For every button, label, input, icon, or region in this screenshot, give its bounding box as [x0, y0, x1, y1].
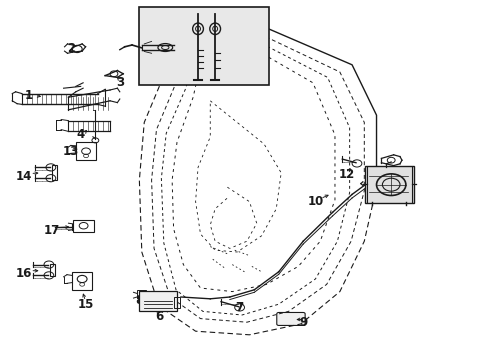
Bar — [72, 272, 92, 290]
Text: 5: 5 — [199, 53, 206, 66]
Text: 9: 9 — [299, 316, 306, 329]
Bar — [52, 165, 57, 180]
Text: 12: 12 — [338, 168, 355, 181]
Text: 16: 16 — [15, 267, 32, 280]
Text: 15: 15 — [77, 298, 94, 311]
Text: 1: 1 — [24, 89, 32, 102]
Text: 10: 10 — [306, 195, 323, 208]
Text: 11: 11 — [382, 168, 399, 181]
Bar — [76, 142, 96, 160]
FancyBboxPatch shape — [364, 166, 413, 203]
FancyBboxPatch shape — [139, 291, 176, 311]
FancyBboxPatch shape — [276, 312, 305, 325]
Bar — [73, 220, 94, 232]
Text: 14: 14 — [15, 170, 32, 183]
Text: 3: 3 — [116, 76, 123, 89]
Text: 4: 4 — [77, 129, 84, 141]
Bar — [50, 264, 55, 276]
Bar — [174, 297, 180, 308]
Text: 2: 2 — [67, 42, 75, 55]
FancyBboxPatch shape — [139, 7, 268, 85]
Bar — [137, 290, 145, 298]
Text: 8: 8 — [135, 294, 143, 307]
Text: 17: 17 — [43, 224, 60, 237]
Text: 7: 7 — [235, 301, 243, 314]
Text: 13: 13 — [62, 145, 79, 158]
Text: 6: 6 — [155, 310, 163, 323]
